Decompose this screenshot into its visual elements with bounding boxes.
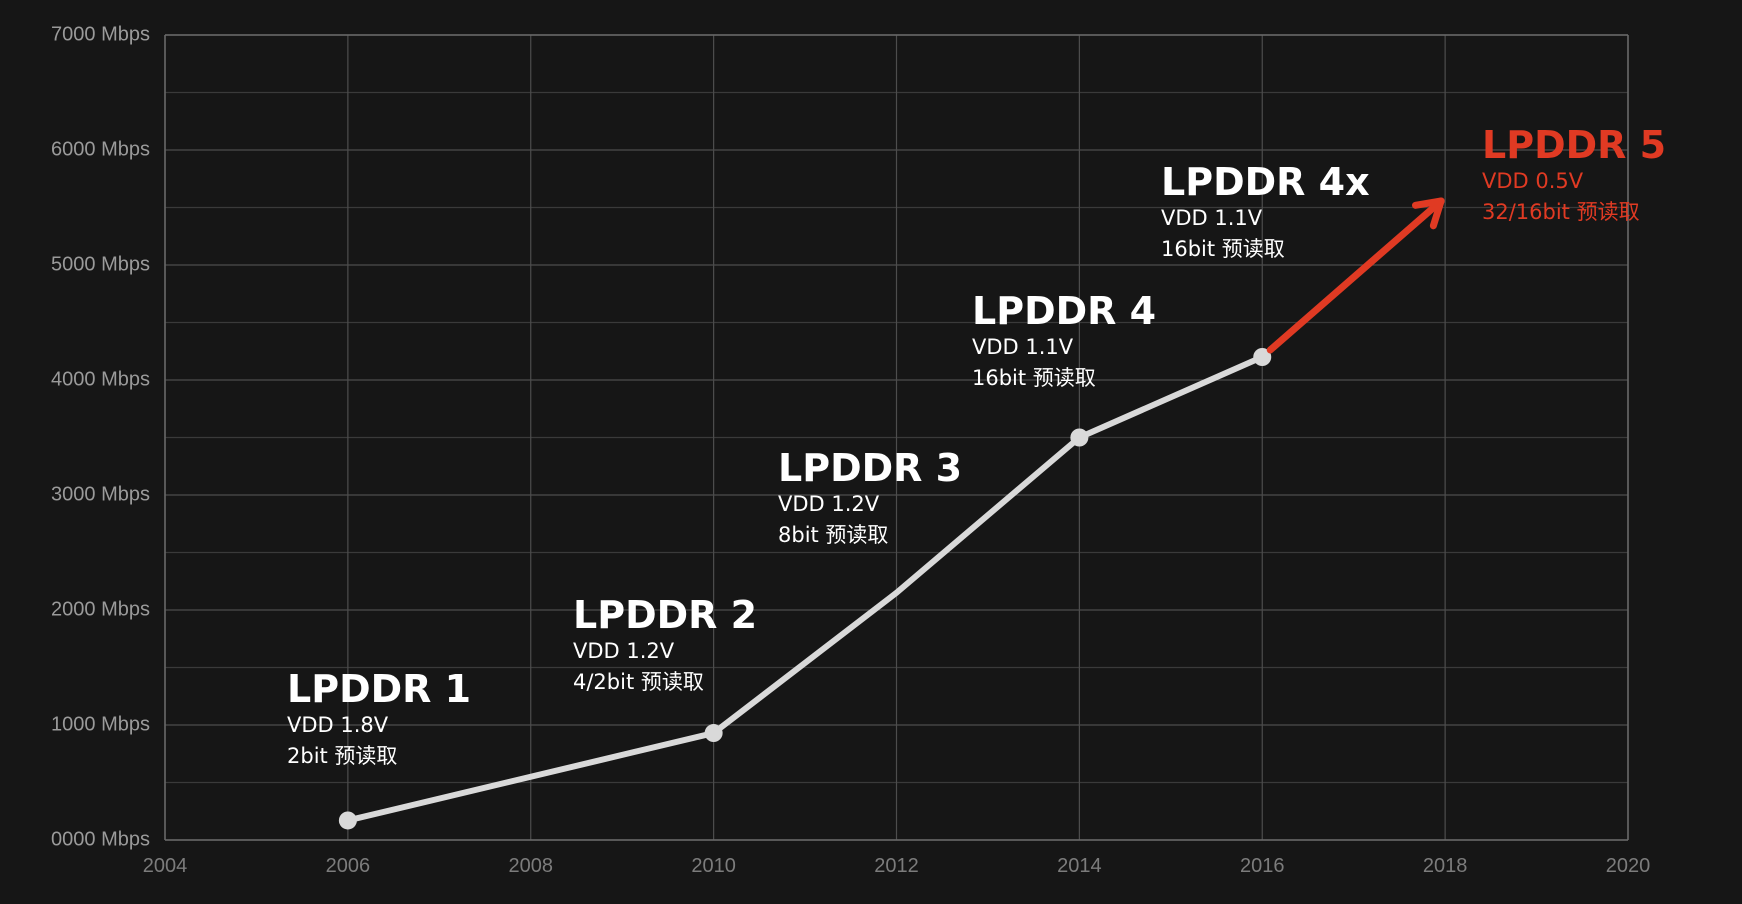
grid [164, 34, 1629, 841]
x-tick: 2016 [1240, 855, 1285, 877]
projection-arrow [1266, 197, 1445, 354]
annotation-title: LPDDR 4 [972, 289, 1157, 333]
y-tick: 1000 Mbps [51, 713, 150, 736]
x-tick: 2014 [1057, 855, 1102, 877]
data-markers [338, 348, 1272, 830]
annotation-lpddr3: LPDDR 3 VDD 1.2V 8bit 预读取 [778, 447, 962, 551]
annotation-title: LPDDR 2 [573, 593, 758, 637]
x-tick: 2020 [1605, 855, 1651, 877]
y-tick: 2000 Mbps [51, 598, 150, 621]
annotation-voltage: VDD 1.2V [573, 639, 675, 663]
annotation-title: LPDDR 5 [1482, 123, 1667, 167]
y-tick: 4000 Mbps [51, 368, 150, 391]
annotation-lpddr2: LPDDR 2 VDD 1.2V 4/2bit 预读取 [573, 594, 757, 698]
annotation-voltage: VDD 0.5V [1482, 169, 1584, 193]
y-tick: 0000 Mbps [51, 828, 150, 851]
annotation-lpddr4: LPDDR 4 VDD 1.1V 16bit 预读取 [972, 290, 1156, 394]
annotation-prefetch: 4/2bit 预读取 [573, 670, 704, 694]
annotation-lpddr4x: LPDDR 4x VDD 1.1V 16bit 预读取 [1161, 161, 1370, 265]
annotation-prefetch: 16bit 预读取 [972, 366, 1096, 390]
x-tick: 2006 [325, 855, 371, 877]
main-series-line [344, 354, 1266, 824]
annotation-prefetch: 16bit 预读取 [1161, 237, 1285, 261]
y-tick: 5000 Mbps [51, 253, 150, 276]
x-tick: 2010 [691, 855, 736, 877]
annotation-lpddr5: LPDDR 5 VDD 0.5V 32/16bit 预读取 [1482, 124, 1666, 228]
arrow-head-icon [1411, 197, 1445, 230]
annotation-voltage: VDD 1.8V [287, 713, 389, 737]
y-tick: 6000 Mbps [51, 138, 150, 161]
annotation-prefetch: 8bit 预读取 [778, 523, 889, 547]
x-tick: 2008 [508, 855, 554, 877]
annotation-title: LPDDR 1 [287, 667, 472, 711]
annotation-lpddr1: LPDDR 1 VDD 1.8V 2bit 预读取 [287, 668, 471, 772]
annotation-title: LPDDR 4x [1161, 160, 1370, 204]
annotation-prefetch: 2bit 预读取 [287, 744, 398, 768]
y-tick: 3000 Mbps [51, 483, 150, 506]
x-tick: 2004 [142, 855, 188, 877]
annotation-prefetch: 32/16bit 预读取 [1482, 200, 1640, 224]
annotation-voltage: VDD 1.1V [972, 335, 1074, 359]
annotation-voltage: VDD 1.2V [778, 492, 880, 516]
x-tick: 2012 [874, 855, 919, 877]
y-tick: 7000 Mbps [51, 23, 150, 46]
x-tick: 2018 [1422, 855, 1468, 877]
annotation-title: LPDDR 3 [778, 446, 963, 490]
annotation-voltage: VDD 1.1V [1161, 206, 1263, 230]
